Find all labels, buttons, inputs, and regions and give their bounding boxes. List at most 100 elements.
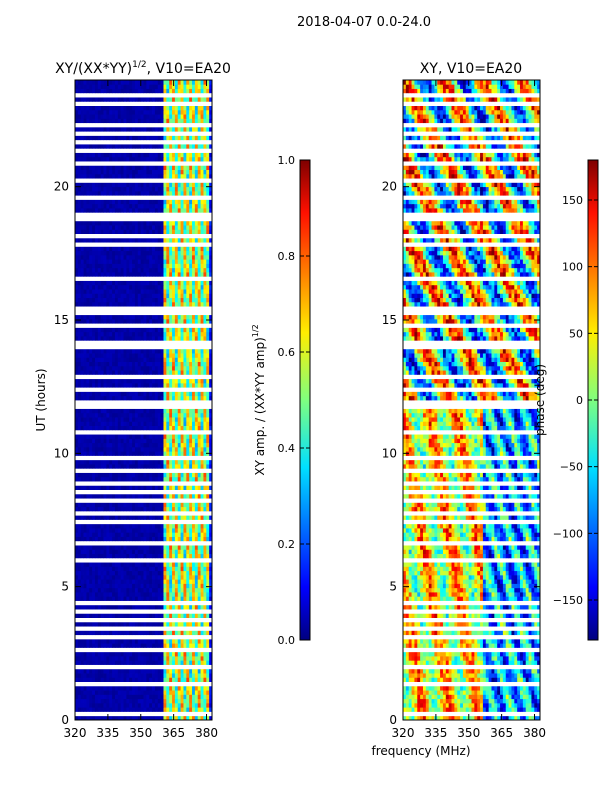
heatmap-cell <box>149 604 153 610</box>
heatmap-cell <box>157 545 162 550</box>
heatmap-cell <box>89 451 93 456</box>
heatmap-cell <box>209 199 213 205</box>
heatmap-cell <box>172 135 176 141</box>
heatmap-cell <box>166 579 170 584</box>
heatmap-cell <box>183 289 187 294</box>
heatmap-cell <box>126 173 130 179</box>
heatmap-cell <box>172 592 176 597</box>
heatmap-cell <box>149 502 153 508</box>
heatmap-cell <box>203 528 207 533</box>
heatmap-cell <box>117 668 122 674</box>
heatmap-cell <box>92 250 96 256</box>
heatmap-cell <box>109 698 113 704</box>
heatmap-cell <box>192 254 196 260</box>
heatmap-cell <box>166 135 170 141</box>
heatmap-cell <box>132 272 136 277</box>
heatmap-cell <box>203 446 207 452</box>
heatmap-cell <box>123 707 127 712</box>
heatmap-cell <box>180 668 184 674</box>
heatmap-cell <box>92 105 96 111</box>
heatmap-cell <box>157 152 162 158</box>
heatmap-cell <box>152 254 156 260</box>
heatmap-cell <box>154 331 159 337</box>
heatmap-cell <box>83 250 87 256</box>
heatmap-cell <box>109 297 113 303</box>
heatmap-cell <box>157 348 162 354</box>
heatmap-cell <box>183 378 187 384</box>
heatmap-cell <box>160 587 164 593</box>
heatmap-cell <box>152 348 156 354</box>
heatmap-cell <box>103 493 107 499</box>
heatmap-cell <box>194 545 199 550</box>
heatmap-cell <box>172 391 176 397</box>
heatmap-cell <box>200 135 204 141</box>
heatmap-cell <box>154 515 159 520</box>
heatmap-cell <box>163 694 167 700</box>
heatmap-cell <box>174 118 179 124</box>
heatmap-cell <box>206 698 210 704</box>
heatmap-cell <box>177 109 181 115</box>
heatmap-cell <box>80 446 84 452</box>
heatmap-cell <box>189 528 193 533</box>
heatmap-cell <box>109 293 113 298</box>
heatmap-cell <box>180 412 184 418</box>
heatmap-cell <box>192 289 196 294</box>
heatmap-cell <box>180 592 184 597</box>
heatmap-cell <box>112 169 116 175</box>
heatmap-cell <box>86 165 90 170</box>
heatmap-cell <box>206 506 210 512</box>
heatmap-cell <box>200 395 204 401</box>
heatmap-cell <box>80 135 84 141</box>
heatmap-cell <box>109 220 113 226</box>
heatmap-cell <box>180 289 184 294</box>
heatmap-cell <box>189 190 193 196</box>
heatmap-cell <box>209 412 213 418</box>
heatmap-cell <box>183 280 187 286</box>
heatmap-cell <box>206 472 210 478</box>
heatmap-cell <box>123 336 127 341</box>
heatmap-cell <box>169 417 173 422</box>
heatmap-cell <box>86 395 90 401</box>
heatmap-cell <box>172 109 176 115</box>
heatmap-cell <box>169 152 173 158</box>
heatmap-cell <box>183 246 187 252</box>
heatmap-cell <box>94 126 99 132</box>
heatmap-cell <box>126 391 130 397</box>
heatmap-cell <box>206 587 210 593</box>
gap-row <box>75 131 212 136</box>
heatmap-cell <box>186 336 190 341</box>
heatmap-cell <box>172 523 176 529</box>
heatmap-cell <box>117 566 122 572</box>
heatmap-cell <box>134 656 139 661</box>
heatmap-cell <box>75 348 79 354</box>
heatmap-cell <box>112 438 116 444</box>
heatmap-cell <box>149 515 153 520</box>
heatmap-cell <box>129 348 133 354</box>
heatmap-cell <box>206 156 210 162</box>
heatmap-cell <box>169 536 173 542</box>
heatmap-cell <box>134 668 139 674</box>
heatmap-cell <box>194 562 199 567</box>
heatmap-cell <box>186 656 190 661</box>
heatmap-cell <box>89 677 93 682</box>
heatmap-cell <box>123 165 127 170</box>
heatmap-cell <box>123 263 127 269</box>
heatmap-cell <box>174 203 179 209</box>
heatmap-cell <box>120 523 124 529</box>
heatmap-cell <box>186 382 190 388</box>
heatmap-cell <box>129 220 133 226</box>
heatmap-cell <box>160 493 164 499</box>
figure-suptitle: 2018-04-07 0.0-24.0 <box>297 15 431 30</box>
heatmap-cell <box>83 690 87 695</box>
heatmap-cell <box>129 246 133 252</box>
heatmap-cell <box>140 250 144 256</box>
heatmap-cell <box>137 361 142 367</box>
heatmap-cell <box>177 165 181 170</box>
heatmap-cell <box>97 574 102 580</box>
heatmap-cell <box>134 566 139 572</box>
heatmap-cell <box>152 643 156 648</box>
heatmap-cell <box>75 472 79 478</box>
heatmap-cell <box>206 114 210 119</box>
heatmap-cell <box>137 545 142 550</box>
heatmap-cell <box>117 613 122 618</box>
